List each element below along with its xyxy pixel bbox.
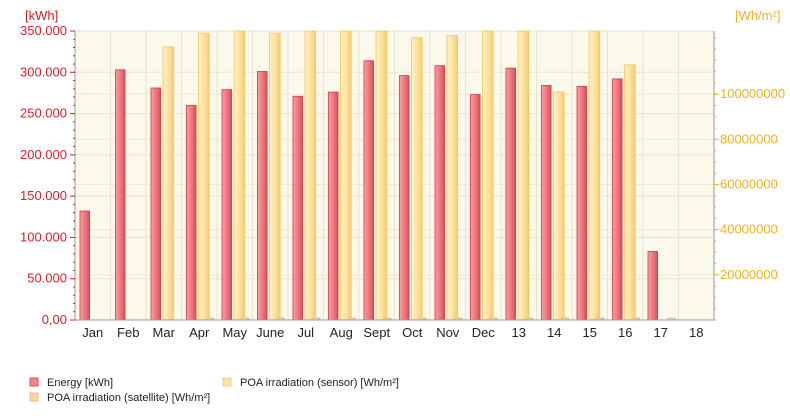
bar (505, 67, 516, 321)
legend-label: POA irradiation (sensor) [Wh/m²] (240, 377, 399, 389)
category-label: June (256, 325, 284, 340)
bar (328, 91, 339, 321)
category-label: Mar (153, 325, 176, 340)
legend-label: POA irradiation (satellite) [Wh/m²] (47, 392, 210, 404)
right-tick-label: 100000000 (720, 86, 785, 101)
bar (517, 30, 530, 321)
axes: 0,00 50.000 100.000 150.000 200.000 250.000 30… (20, 23, 785, 340)
left-tick-label: 50.000 (27, 271, 67, 286)
bar (446, 35, 459, 321)
left-tick-label: 300.000 (20, 64, 67, 79)
left-tick-label: 150.000 (20, 188, 67, 203)
legend-swatch (222, 377, 232, 387)
legend-label: Energy [kWh] (47, 377, 113, 389)
bar (482, 30, 494, 321)
legend-swatch (29, 392, 39, 402)
bar (304, 30, 317, 321)
right-tick-label: 40000000 (720, 222, 778, 237)
bar (647, 251, 658, 321)
bar (624, 64, 636, 321)
left-tick-label: 0,00 (42, 312, 67, 327)
category-label: Feb (117, 325, 139, 340)
category-label: May (222, 325, 247, 340)
category-label: 15 (583, 325, 597, 340)
bar (553, 91, 565, 321)
bar (340, 30, 352, 321)
bar (375, 30, 388, 321)
left-tick-label: 350.000 (20, 23, 67, 38)
left-tick-label: 100.000 (20, 229, 67, 244)
left-tick-label: 250.000 (20, 106, 67, 121)
bar (541, 85, 552, 321)
bar (257, 71, 268, 321)
bar (186, 104, 197, 321)
legend-swatch (29, 377, 39, 387)
category-label: Sept (363, 325, 390, 340)
bar (79, 210, 90, 321)
category-label: Aug (330, 325, 353, 340)
left-axis-unit: [kWh] (25, 8, 58, 23)
category-label: Jul (297, 325, 314, 340)
bar (115, 69, 126, 321)
category-label: Nov (436, 325, 460, 340)
left-tick-label: 200.000 (20, 147, 67, 162)
right-tick-label: 60000000 (720, 177, 778, 192)
bar (162, 46, 175, 321)
category-label: 14 (547, 325, 561, 340)
bar (269, 32, 281, 321)
bar (399, 75, 410, 321)
grid (75, 30, 714, 321)
bar (363, 60, 374, 321)
bar (233, 30, 246, 321)
bar (292, 95, 303, 321)
right-tick-label: 20000000 (720, 267, 778, 282)
category-label: Dec (472, 325, 496, 340)
bar (221, 89, 232, 321)
bar (434, 65, 445, 321)
bar (198, 32, 210, 321)
bar (576, 85, 587, 321)
category-label: Oct (402, 325, 423, 340)
bar (612, 78, 623, 321)
category-label: 13 (512, 325, 526, 340)
legend: Energy [kWh] POA irradiation (sensor) [Wh… (29, 377, 399, 404)
bar (411, 37, 423, 321)
right-axis-unit: [Wh/m²] (735, 8, 781, 23)
bar (150, 87, 161, 321)
bar (470, 94, 481, 321)
category-label: Apr (189, 325, 210, 340)
category-label: 18 (689, 325, 703, 340)
right-tick-label: 80000000 (720, 131, 778, 146)
category-label: 17 (654, 325, 668, 340)
category-label: 16 (618, 325, 632, 340)
bar (588, 30, 601, 321)
category-label: Jan (82, 325, 103, 340)
